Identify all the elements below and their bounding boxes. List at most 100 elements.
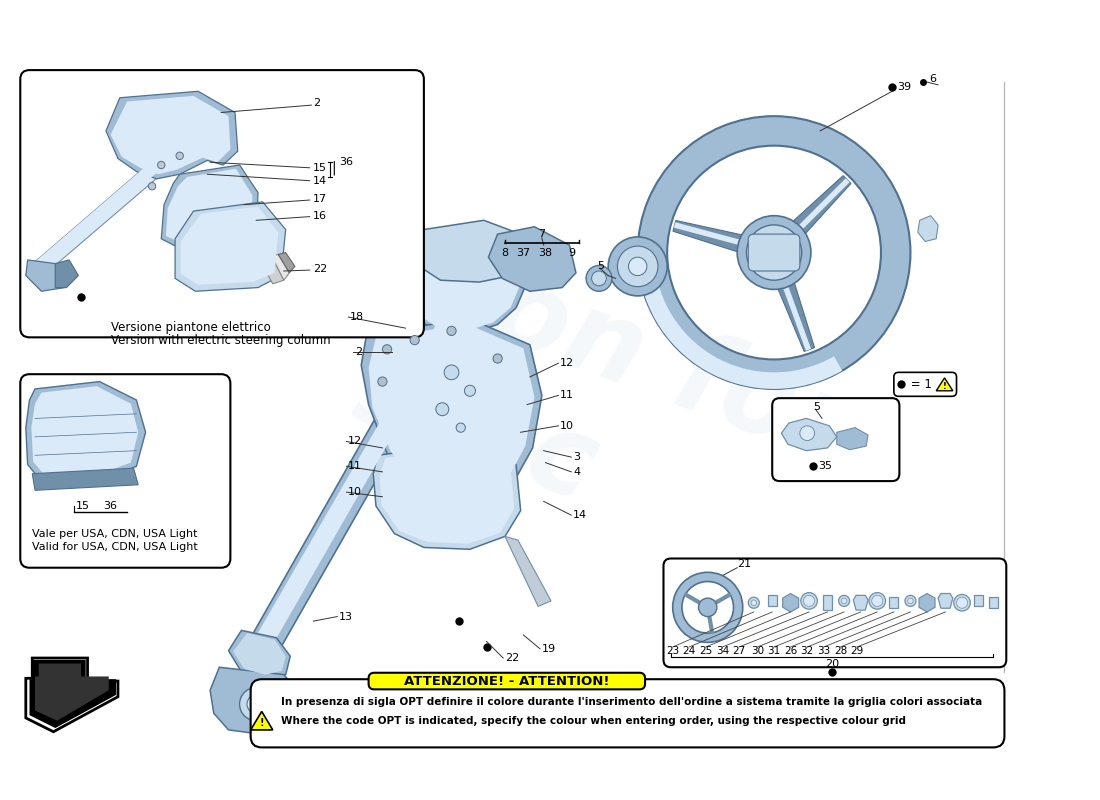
Text: 34: 34: [716, 646, 729, 656]
Polygon shape: [35, 123, 212, 269]
Polygon shape: [674, 222, 750, 248]
Polygon shape: [229, 630, 290, 678]
Circle shape: [871, 595, 883, 606]
FancyBboxPatch shape: [772, 398, 900, 481]
Circle shape: [617, 246, 658, 286]
Polygon shape: [837, 428, 868, 450]
Text: Version with electric steering column: Version with electric steering column: [111, 334, 330, 346]
Circle shape: [377, 377, 387, 386]
Polygon shape: [936, 378, 953, 390]
Text: 35: 35: [818, 462, 833, 471]
Wedge shape: [673, 572, 742, 642]
Circle shape: [592, 271, 606, 286]
Text: |: |: [332, 161, 337, 175]
Polygon shape: [783, 594, 799, 612]
Circle shape: [737, 216, 811, 290]
Bar: [974, 595, 983, 606]
Circle shape: [240, 687, 273, 721]
Polygon shape: [780, 276, 811, 351]
FancyBboxPatch shape: [894, 372, 957, 396]
Circle shape: [410, 335, 419, 345]
Text: 15: 15: [314, 162, 328, 173]
Text: 20: 20: [825, 658, 839, 669]
Circle shape: [176, 152, 184, 159]
Text: 32: 32: [801, 646, 814, 656]
Circle shape: [157, 162, 165, 169]
Text: ATTENZIONE! - ATTENTION!: ATTENZIONE! - ATTENTION!: [404, 674, 609, 687]
Text: 28: 28: [834, 646, 847, 656]
Circle shape: [838, 595, 849, 606]
Text: 4: 4: [573, 467, 581, 477]
Circle shape: [954, 594, 970, 611]
Circle shape: [628, 257, 647, 275]
Circle shape: [905, 595, 916, 606]
Text: 29: 29: [850, 646, 864, 656]
Polygon shape: [387, 230, 530, 335]
Circle shape: [748, 598, 759, 608]
Circle shape: [957, 598, 968, 608]
Circle shape: [383, 345, 392, 354]
Text: 12: 12: [349, 437, 363, 446]
Text: 39: 39: [898, 82, 912, 92]
Circle shape: [800, 426, 815, 441]
Circle shape: [908, 598, 913, 604]
Polygon shape: [55, 260, 78, 287]
Text: 30: 30: [751, 646, 764, 656]
Text: 18: 18: [350, 312, 364, 322]
Circle shape: [436, 402, 449, 416]
Text: 14: 14: [573, 510, 587, 520]
Polygon shape: [106, 91, 238, 179]
Circle shape: [698, 598, 717, 617]
Polygon shape: [233, 633, 286, 674]
Polygon shape: [25, 260, 65, 291]
Bar: [768, 595, 777, 606]
Circle shape: [801, 593, 817, 609]
Text: 22: 22: [314, 264, 328, 274]
Text: Where the code OPT is indicated, specify the colour when entering order, using t: Where the code OPT is indicated, specify…: [282, 716, 906, 726]
Text: 25: 25: [700, 646, 713, 656]
Circle shape: [803, 595, 815, 606]
Polygon shape: [368, 325, 535, 494]
Text: 11: 11: [560, 390, 574, 400]
Text: 8: 8: [502, 247, 508, 258]
Polygon shape: [251, 245, 505, 647]
Polygon shape: [256, 247, 497, 642]
Polygon shape: [260, 256, 284, 284]
Polygon shape: [854, 595, 868, 610]
Circle shape: [248, 695, 265, 714]
Text: 9: 9: [568, 247, 575, 258]
Text: 6: 6: [928, 74, 936, 84]
Text: 33: 33: [817, 646, 830, 656]
Text: 10: 10: [349, 487, 362, 497]
Polygon shape: [785, 176, 851, 241]
Text: Valid for USA, CDN, USA Light: Valid for USA, CDN, USA Light: [32, 542, 198, 552]
Polygon shape: [166, 169, 253, 245]
Circle shape: [586, 266, 612, 291]
Polygon shape: [35, 123, 208, 266]
Text: 16: 16: [314, 210, 328, 221]
Bar: [889, 598, 899, 608]
Text: 2: 2: [314, 98, 320, 108]
Polygon shape: [488, 226, 576, 291]
Circle shape: [148, 182, 156, 190]
Text: 26: 26: [784, 646, 798, 656]
Polygon shape: [32, 468, 139, 490]
Text: 19: 19: [542, 644, 556, 654]
Circle shape: [747, 225, 802, 280]
Circle shape: [869, 593, 886, 609]
Text: 23: 23: [667, 646, 680, 656]
Polygon shape: [379, 446, 514, 544]
Text: = 1: = 1: [906, 378, 932, 391]
Wedge shape: [638, 116, 911, 389]
Circle shape: [444, 365, 459, 380]
Text: passion for
sinc: passion for sinc: [130, 145, 866, 600]
FancyBboxPatch shape: [748, 234, 800, 271]
Polygon shape: [111, 96, 230, 174]
Polygon shape: [25, 382, 145, 485]
FancyBboxPatch shape: [20, 70, 424, 338]
Polygon shape: [415, 220, 526, 282]
Polygon shape: [175, 202, 286, 291]
Circle shape: [751, 600, 757, 606]
Text: 27: 27: [733, 646, 746, 656]
Polygon shape: [505, 536, 551, 606]
